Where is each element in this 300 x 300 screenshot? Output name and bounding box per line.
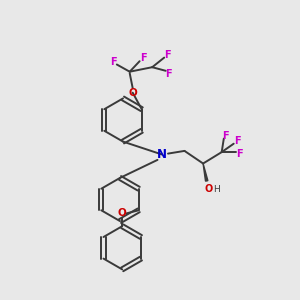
Text: F: F	[236, 148, 242, 159]
Text: O: O	[128, 88, 137, 98]
Text: F: F	[140, 53, 146, 63]
Text: F: F	[164, 50, 170, 60]
Text: H: H	[213, 185, 220, 194]
Text: O: O	[204, 184, 212, 194]
Text: F: F	[222, 130, 229, 141]
Text: N: N	[157, 148, 167, 161]
Text: F: F	[165, 69, 172, 79]
Text: F: F	[234, 136, 241, 146]
Text: F: F	[110, 57, 116, 67]
Text: O: O	[118, 208, 127, 218]
Polygon shape	[203, 164, 208, 181]
